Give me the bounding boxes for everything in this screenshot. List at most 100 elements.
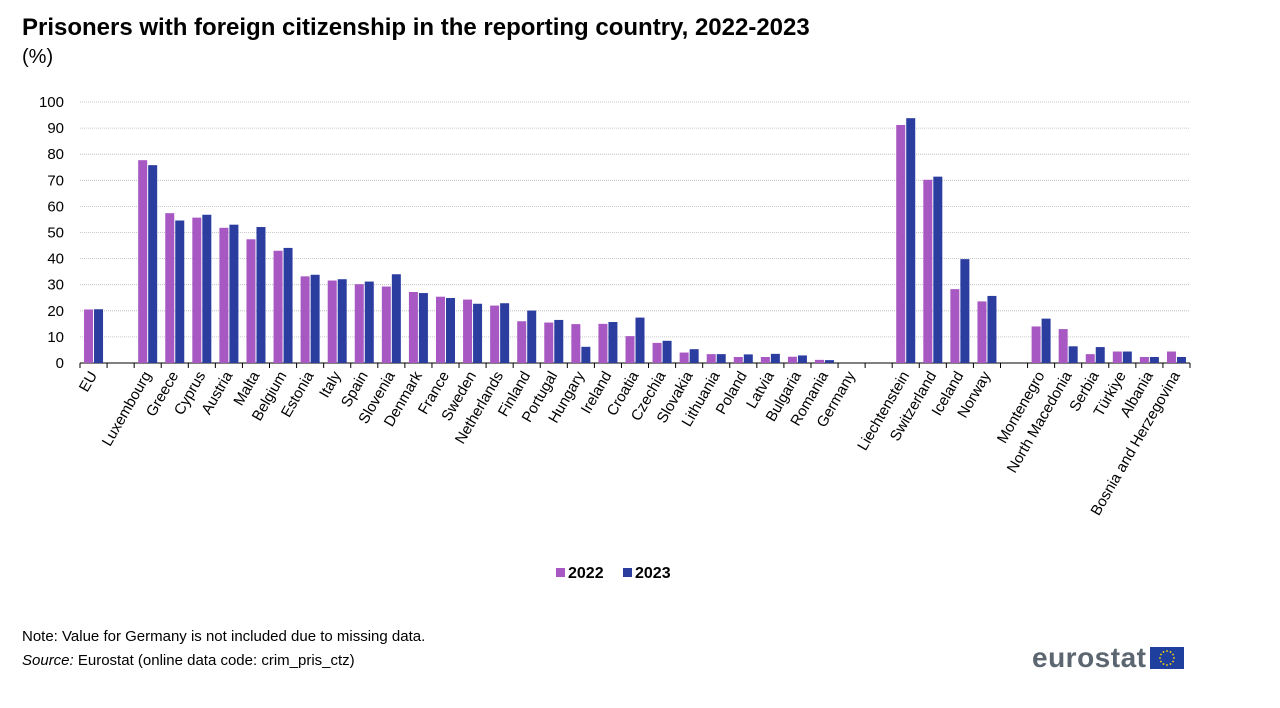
bar-2023-estonia (310, 274, 320, 363)
bar-2022-sweden (463, 299, 473, 363)
bar-2023-italy (337, 279, 347, 363)
bar-2022-t-rkiye (1112, 351, 1122, 363)
bar-2022-liechtenstein (896, 124, 906, 363)
bar-2023-norway (987, 295, 997, 363)
chart-title: Prisoners with foreign citizenship in th… (22, 14, 810, 41)
bar-2023-romania (825, 360, 835, 363)
bar-2022-latvia (760, 356, 770, 363)
eu-star (1163, 651, 1165, 653)
bar-2023-portugal (554, 319, 564, 363)
eu-star (1173, 657, 1176, 659)
bar-2022-montenegro (1031, 326, 1041, 363)
bar-2023-eu (94, 309, 104, 363)
y-tick-label: 80 (47, 146, 64, 163)
bar-2023-bulgaria (797, 355, 807, 363)
bar-2022-austria (219, 227, 229, 363)
bar-2022-romania (815, 359, 825, 363)
bar-2023-iceland (960, 259, 970, 363)
bar-2022-slovenia (381, 286, 391, 363)
y-tick-label: 20 (47, 303, 64, 320)
eu-star (1160, 660, 1163, 663)
bar-2022-albania (1139, 356, 1149, 363)
bar-2023-latvia (770, 353, 780, 363)
bar-chart: 0102030405060708090100EULuxembourgGreece… (39, 94, 1191, 582)
bar-2022-cyprus (192, 217, 202, 363)
y-tick-label: 60 (47, 198, 64, 215)
bar-2022-bosnia-and-herzegovina (1166, 351, 1176, 363)
bar-2023-montenegro (1041, 318, 1051, 363)
eu-star (1172, 653, 1175, 656)
unit-label: (%) (22, 46, 54, 68)
bar-2023-bosnia-and-herzegovina (1176, 356, 1186, 363)
bar-2022-bulgaria (787, 356, 797, 363)
bar-2023-serbia (1095, 347, 1105, 363)
bar-2023-netherlands (500, 303, 510, 363)
bar-2022-poland (733, 356, 743, 363)
bar-2023-luxembourg (148, 165, 158, 363)
bar-2022-eu (84, 309, 94, 363)
bar-2023-north-macedonia (1068, 346, 1078, 363)
source-line: Source: Eurostat (online data code: crim… (22, 652, 355, 669)
bar-2023-t-rkiye (1122, 351, 1132, 363)
bar-2023-greece (175, 220, 185, 363)
bar-2023-sweden (473, 303, 483, 363)
bar-2022-north-macedonia (1058, 329, 1068, 363)
bar-2022-lithuania (706, 354, 716, 363)
eurostat-logo: eurostat (1032, 642, 1185, 674)
bar-2022-luxembourg (138, 160, 148, 363)
y-tick-label: 40 (47, 251, 64, 268)
bar-2022-france (435, 296, 445, 363)
eu-star (1172, 660, 1175, 663)
bar-2022-finland (517, 321, 527, 363)
y-tick-label: 10 (47, 329, 64, 346)
bar-2023-slovenia (391, 274, 401, 363)
source-text: Eurostat (online data code: crim_pris_ct… (73, 652, 355, 669)
bar-2023-austria (229, 224, 239, 363)
bar-2023-denmark (418, 293, 428, 363)
bar-2023-poland (743, 354, 753, 363)
bar-2022-slovakia (679, 352, 689, 363)
eu-star (1163, 663, 1165, 665)
bar-2023-belgium (283, 247, 293, 363)
eu-star (1160, 653, 1163, 656)
bar-2023-czechia (662, 340, 672, 363)
bar-2022-norway (977, 301, 987, 363)
bar-2023-lithuania (716, 354, 726, 363)
bar-2022-belgium (273, 250, 283, 363)
bar-2022-portugal (544, 322, 554, 363)
source-label: Source: (22, 652, 74, 669)
bar-2022-croatia (625, 336, 635, 363)
bar-2022-malta (246, 239, 256, 363)
bar-2022-switzerland (923, 179, 933, 363)
y-tick-label: 0 (56, 355, 64, 372)
y-tick-label: 70 (47, 172, 64, 189)
bar-2023-malta (256, 227, 266, 363)
bar-2022-netherlands (490, 305, 500, 363)
y-tick-label: 50 (47, 225, 64, 242)
legend-swatch-2022 (556, 568, 565, 577)
bar-2022-estonia (300, 276, 310, 363)
eu-star (1170, 651, 1172, 653)
bar-2023-croatia (635, 317, 645, 363)
x-tick-label: EU (76, 369, 101, 396)
bar-2023-spain (364, 281, 374, 363)
y-tick-label: 100 (39, 94, 64, 111)
bar-2022-spain (354, 284, 364, 363)
eu-flag-icon (1150, 647, 1185, 669)
bar-2023-slovakia (689, 349, 699, 363)
bar-2023-liechtenstein (906, 118, 916, 363)
eu-star (1166, 664, 1169, 666)
bar-2022-iceland (950, 289, 960, 363)
bar-2022-serbia (1085, 354, 1095, 363)
bar-2023-france (445, 298, 455, 363)
bar-2022-czechia (652, 342, 662, 363)
footnote: Note: Value for Germany is not included … (22, 628, 426, 645)
legend-swatch-2023 (623, 568, 632, 577)
bar-2023-albania (1149, 356, 1159, 363)
logo-text: eurostat (1032, 642, 1147, 673)
bar-2023-finland (527, 310, 537, 363)
bar-2022-greece (165, 213, 175, 363)
legend-label-2023: 2023 (635, 565, 671, 582)
y-tick-label: 30 (47, 277, 64, 294)
legend-label-2022: 2022 (568, 565, 604, 582)
